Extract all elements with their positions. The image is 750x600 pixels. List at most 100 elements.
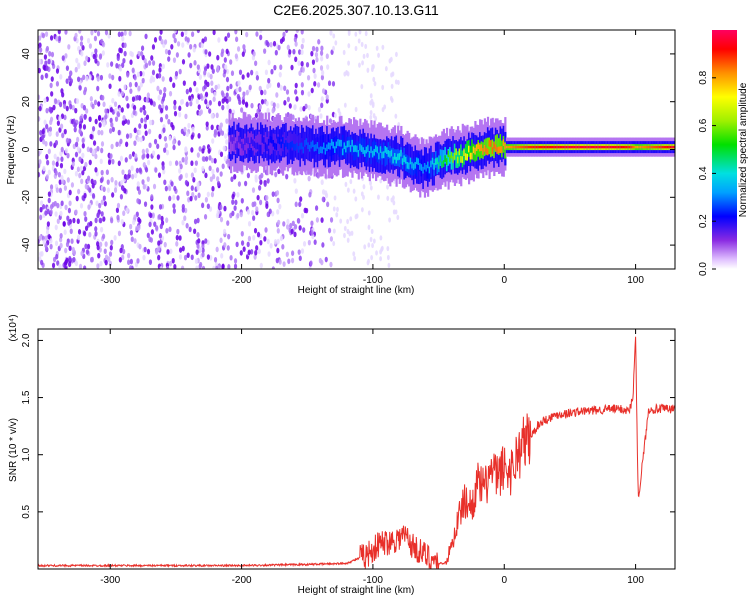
noise-mark: [338, 111, 342, 117]
signal-mark: [230, 137, 233, 155]
noise-mark: [58, 179, 62, 185]
noise-mark: [231, 193, 235, 200]
noise-mark: [123, 50, 127, 57]
noise-mark: [320, 217, 324, 223]
noise-mark: [90, 30, 94, 36]
noise-mark: [265, 195, 269, 201]
noise-mark: [354, 106, 358, 113]
noise-mark: [210, 113, 214, 119]
noise-mark: [158, 67, 162, 73]
noise-mark: [184, 30, 188, 36]
noise-mark: [306, 74, 311, 81]
noise-mark: [362, 53, 366, 59]
noise-mark: [133, 127, 137, 134]
signal-mark: [239, 137, 242, 144]
noise-mark: [59, 74, 63, 80]
signal-mark: [419, 163, 422, 170]
noise-mark: [136, 198, 140, 204]
noise-mark: [276, 209, 280, 215]
noise-mark: [321, 196, 325, 203]
noise-mark: [109, 153, 113, 159]
signal-mark: [294, 133, 297, 151]
signal-mark: [628, 145, 631, 149]
noise-mark: [38, 116, 41, 122]
noise-mark: [80, 50, 84, 57]
signal-mark: [409, 157, 412, 165]
noise-mark: [117, 230, 122, 237]
noise-mark: [321, 88, 326, 94]
noise-mark: [253, 201, 257, 207]
signal-mark: [616, 145, 619, 149]
x-tick-label: -300: [100, 275, 120, 286]
noise-mark: [96, 212, 100, 219]
noise-mark: [44, 60, 48, 66]
noise-mark: [49, 203, 54, 210]
noise-mark: [69, 103, 73, 110]
signal-mark: [294, 144, 297, 151]
noise-mark: [377, 52, 380, 58]
noise-mark: [217, 37, 221, 43]
noise-mark: [221, 48, 225, 55]
noise-mark: [145, 148, 149, 154]
noise-mark: [44, 72, 48, 79]
noise-mark: [79, 165, 84, 172]
noise-mark: [141, 154, 145, 160]
noise-mark: [100, 211, 104, 217]
noise-mark: [177, 140, 181, 146]
signal-mark: [323, 142, 326, 150]
noise-mark: [252, 215, 256, 221]
signal-mark: [436, 157, 439, 175]
noise-mark: [159, 223, 163, 230]
signal-mark: [605, 145, 608, 149]
noise-mark: [96, 30, 101, 37]
signal-mark: [521, 145, 524, 149]
noise-mark: [120, 31, 124, 38]
noise-mark: [222, 145, 226, 152]
noise-mark: [56, 202, 60, 209]
noise-mark: [99, 217, 103, 224]
noise-mark: [189, 43, 193, 50]
noise-mark: [180, 31, 184, 38]
noise-mark: [165, 113, 169, 120]
noise-mark: [118, 257, 122, 263]
noise-mark: [159, 30, 163, 35]
noise-mark: [206, 81, 210, 88]
noise-mark: [204, 238, 208, 244]
noise-mark: [110, 143, 114, 150]
noise-mark: [99, 158, 103, 165]
noise-mark: [49, 108, 53, 114]
signal-mark: [583, 145, 586, 149]
signal-mark: [658, 145, 661, 149]
noise-mark: [168, 90, 173, 97]
noise-mark: [276, 82, 281, 88]
noise-mark: [354, 45, 358, 52]
noise-mark: [108, 260, 112, 267]
signal-mark: [371, 150, 375, 158]
noise-mark: [327, 80, 332, 87]
noise-mark: [290, 64, 294, 71]
signal-mark: [398, 153, 401, 160]
signal-mark: [447, 150, 450, 158]
colorbar: 0.00.20.40.60.8 Normalized spectral ampl…: [698, 30, 749, 276]
signal-mark: [635, 145, 638, 149]
noise-mark: [307, 91, 311, 97]
signal-mark: [486, 148, 490, 156]
signal-mark: [291, 140, 294, 148]
noise-mark: [178, 254, 183, 260]
noise-mark: [354, 196, 358, 202]
signal-mark: [393, 153, 397, 160]
noise-mark: [265, 203, 269, 209]
signal-mark: [427, 161, 430, 179]
noise-mark: [207, 148, 211, 154]
noise-mark: [206, 63, 210, 69]
signal-mark: [431, 157, 434, 165]
noise-mark: [111, 158, 115, 165]
noise-mark: [106, 187, 110, 193]
noise-mark: [65, 65, 70, 71]
signal-mark: [274, 142, 277, 150]
noise-mark: [349, 178, 353, 185]
noise-mark: [87, 204, 91, 210]
noise-mark: [143, 58, 147, 64]
noise-mark: [260, 98, 265, 105]
signal-mark: [430, 160, 433, 178]
